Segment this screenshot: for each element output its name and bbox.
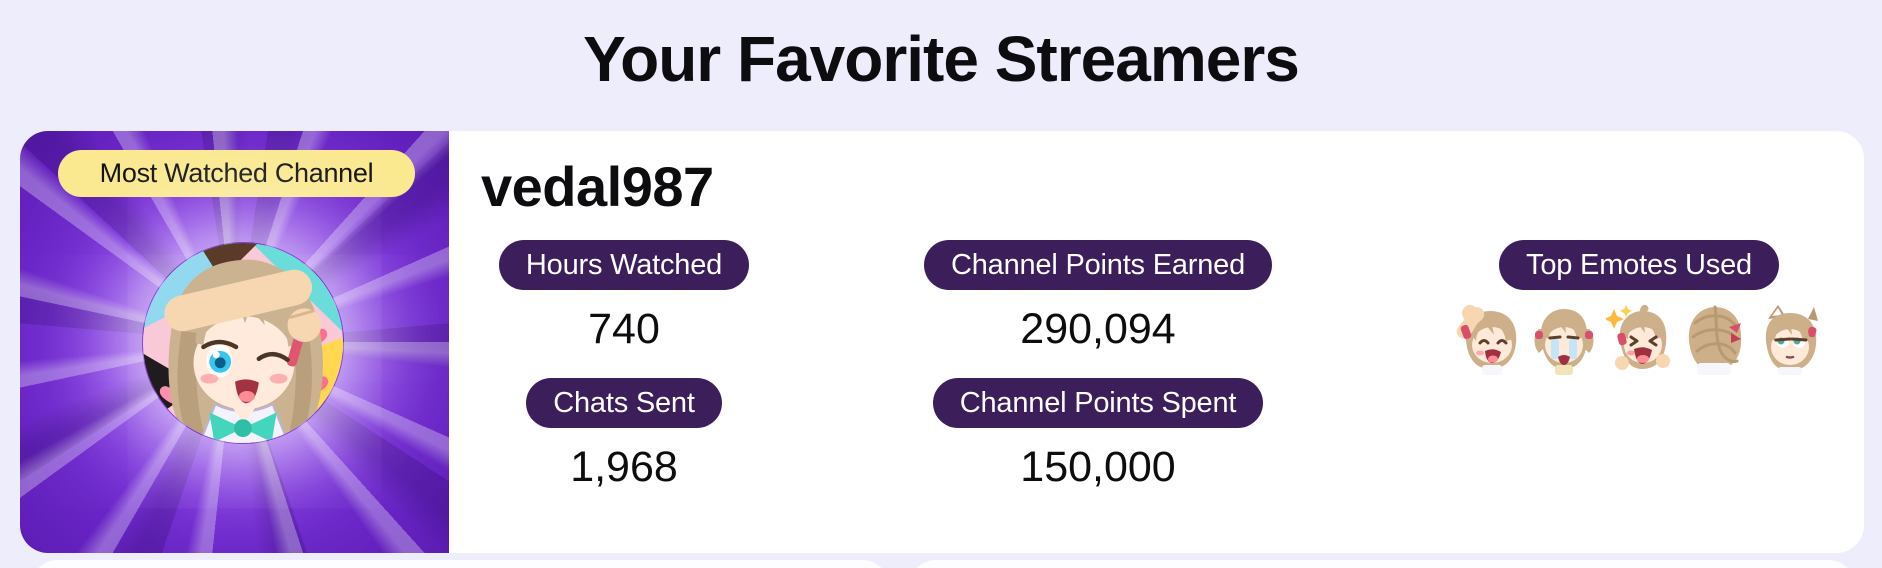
hero-panel: Most Watched Channel xyxy=(20,131,449,553)
channel-name: vedal987 xyxy=(481,155,714,218)
chats-sent-label: Chats Sent xyxy=(526,378,722,429)
points-earned-label: Channel Points Earned xyxy=(923,240,1273,290)
stat-column-watch-chat: Hours Watched 740 Chats Sent 1,968 xyxy=(489,240,759,492)
most-watched-channel-card: Most Watched Channel xyxy=(20,131,1864,553)
hours-watched-label: Hours Watched xyxy=(498,240,750,290)
stats-panel: vedal987 Hours Watched 740 Chats Sent 1,… xyxy=(449,131,1864,553)
cheer-emote xyxy=(1456,305,1517,375)
back-of-head-emote xyxy=(1688,305,1742,375)
next-streamer-card-right xyxy=(908,560,1856,568)
top-emotes-label: Top Emotes Used xyxy=(1499,240,1779,290)
stat-column-emotes: Top Emotes Used xyxy=(1455,240,1823,375)
points-spent-label: Channel Points Spent xyxy=(932,378,1264,429)
hours-watched-value: 740 xyxy=(588,305,660,353)
excited-laugh-emote xyxy=(1606,304,1670,370)
emote-row xyxy=(1456,303,1822,375)
side-eye-emote xyxy=(1765,305,1818,375)
channel-avatar xyxy=(142,242,344,444)
most-watched-badge: Most Watched Channel xyxy=(58,150,415,197)
points-spent-value: 150,000 xyxy=(1020,443,1176,492)
stat-column-channel-points: Channel Points Earned 290,094 Channel Po… xyxy=(915,240,1281,492)
page-title: Your Favorite Streamers xyxy=(583,23,1300,95)
cry-emote xyxy=(1534,309,1594,375)
chats-sent-value: 1,968 xyxy=(570,443,678,492)
points-earned-value: 290,094 xyxy=(1020,305,1176,353)
avatar-illustration xyxy=(142,242,344,444)
next-streamer-card-left xyxy=(30,560,890,568)
